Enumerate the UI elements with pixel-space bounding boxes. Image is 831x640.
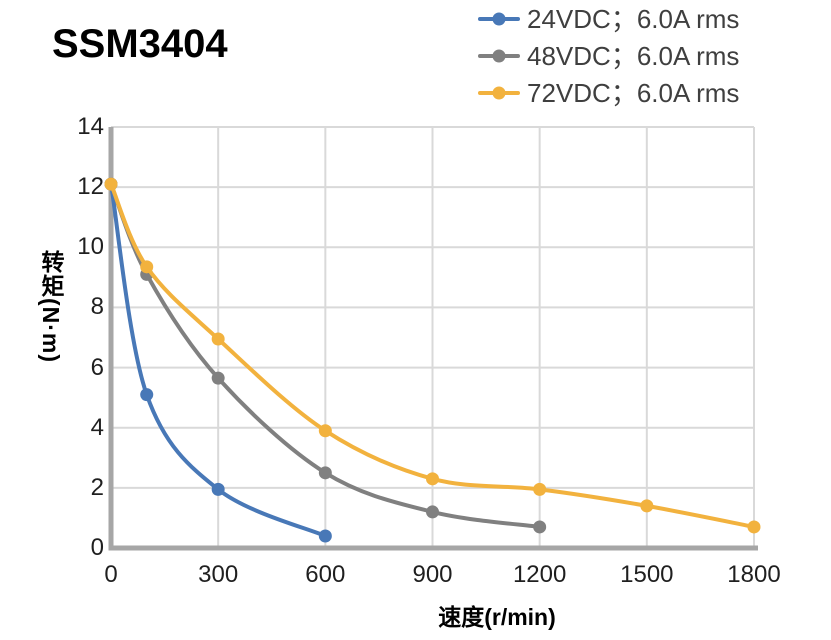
y-tick-label: 8 — [90, 293, 104, 321]
x-tick-label: 300 — [198, 561, 239, 588]
y-tick-label: 12 — [77, 173, 104, 201]
y-tick-label: 6 — [90, 353, 104, 381]
data-point-marker — [318, 466, 332, 480]
data-point-marker — [640, 499, 654, 513]
data-point-marker — [140, 260, 154, 274]
x-tick-label: 0 — [104, 561, 118, 588]
legend-item-72vdc: 72VDC；6.0A rms — [478, 79, 739, 107]
y-tick-label: 10 — [77, 233, 104, 261]
data-point-marker — [211, 482, 225, 496]
x-tick-label: 900 — [412, 561, 453, 588]
data-point-marker — [211, 332, 225, 346]
legend: 24VDC；6.0A rms 48VDC；6.0A rms 72VDC；6.0A… — [478, 5, 739, 116]
x-tick-label: 1200 — [512, 561, 567, 588]
line-marker-icon — [478, 12, 520, 26]
data-point-marker — [104, 177, 118, 191]
series-line-0 — [109, 182, 328, 538]
data-point-marker — [426, 472, 439, 486]
legend-label-24vdc: 24VDC；6.0A rms — [527, 4, 740, 34]
data-point-marker — [318, 424, 332, 438]
y-tick-label: 4 — [90, 413, 104, 441]
legend-label-48vdc: 48VDC；6.0A rms — [527, 41, 740, 71]
line-marker-icon — [478, 49, 520, 63]
data-point-marker — [318, 529, 332, 543]
legend-item-24vdc: 24VDC；6.0A rms — [478, 5, 739, 33]
y-tick-label: 14 — [77, 113, 104, 140]
x-axis-title: 速度(r/min) — [438, 604, 556, 630]
x-tick-label: 1800 — [727, 561, 781, 588]
data-point-marker — [211, 371, 225, 385]
page-title: SSM3404 — [52, 22, 228, 66]
y-tick-label: 2 — [90, 473, 104, 501]
x-tick-label: 1500 — [620, 561, 674, 588]
x-tick-label: 600 — [305, 561, 346, 588]
data-point-marker — [426, 505, 439, 519]
legend-label-72vdc: 72VDC；6.0A rms — [527, 78, 740, 108]
line-marker-icon — [478, 86, 520, 100]
data-point-marker — [747, 520, 761, 534]
legend-item-48vdc: 48VDC；6.0A rms — [478, 42, 739, 70]
y-axis-title: 转矩(N·m) — [38, 250, 64, 364]
y-tick-label: 0 — [90, 534, 104, 561]
series-line-2 — [109, 182, 756, 529]
data-point-marker — [533, 482, 547, 496]
data-point-marker — [140, 388, 154, 402]
data-point-marker — [533, 520, 547, 534]
torque-speed-plot — [104, 126, 761, 551]
